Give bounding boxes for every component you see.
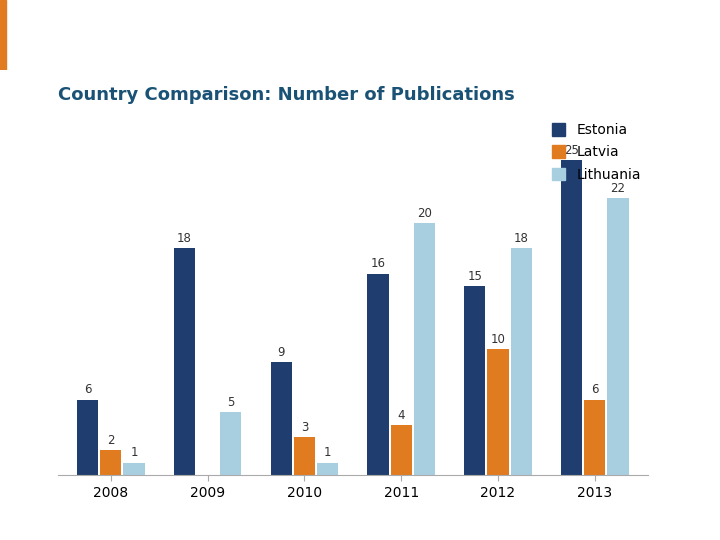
Bar: [510, 248, 532, 475]
Text: 25: 25: [564, 144, 579, 157]
Bar: [271, 362, 292, 475]
Text: 20: 20: [417, 207, 432, 220]
Bar: [608, 198, 629, 475]
Bar: [561, 160, 582, 475]
Bar: [0, 0, 6, 70]
Text: 18: 18: [177, 232, 192, 245]
Text: 22: 22: [611, 182, 626, 195]
Bar: [174, 248, 195, 475]
Text: 5: 5: [228, 396, 235, 409]
Bar: [294, 437, 315, 475]
Text: 1: 1: [324, 447, 331, 460]
Bar: [100, 450, 122, 475]
Bar: [367, 274, 389, 475]
Text: 1: 1: [130, 447, 138, 460]
Bar: [464, 286, 485, 475]
Text: 15: 15: [467, 270, 482, 283]
Bar: [220, 412, 241, 475]
Bar: [123, 463, 145, 475]
Text: 10: 10: [490, 333, 505, 346]
Legend: Estonia, Latvia, Lithuania: Estonia, Latvia, Lithuania: [552, 123, 641, 182]
Text: 4: 4: [397, 409, 405, 422]
Text: 16: 16: [371, 258, 385, 271]
Bar: [317, 463, 338, 475]
Text: 9: 9: [277, 346, 285, 359]
Bar: [487, 349, 508, 475]
Bar: [77, 400, 98, 475]
Text: 6: 6: [84, 383, 91, 396]
Text: Country Comparison: Number of Publications: Country Comparison: Number of Publicatio…: [58, 86, 514, 104]
Bar: [414, 223, 435, 475]
Bar: [584, 400, 606, 475]
Bar: [390, 425, 412, 475]
Text: 6: 6: [591, 383, 598, 396]
Text: 3: 3: [301, 421, 308, 434]
Text: 18: 18: [514, 232, 528, 245]
Text: 2: 2: [107, 434, 114, 447]
